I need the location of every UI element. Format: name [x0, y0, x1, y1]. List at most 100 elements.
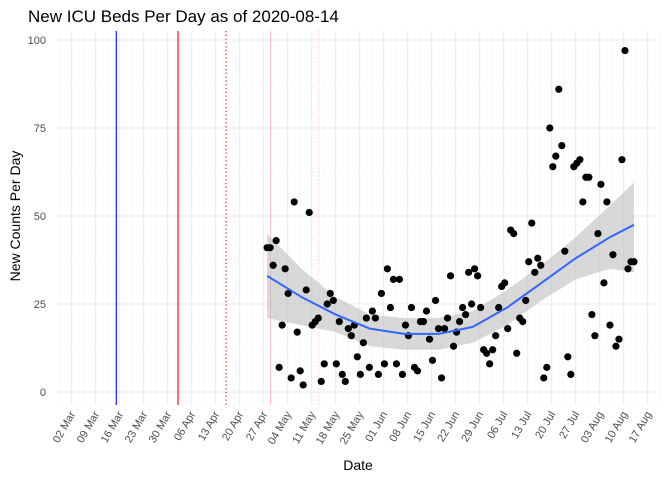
grid: [56, 31, 661, 405]
x-tick-label: 25 May: [338, 409, 367, 447]
x-tick-label: 06 Apr: [172, 409, 198, 443]
data-point: [534, 254, 542, 262]
data-point: [567, 370, 575, 378]
data-point: [419, 318, 428, 326]
y-axis-label: New Counts Per Day: [7, 151, 23, 282]
x-tick-label: 20 Jul: [533, 410, 558, 441]
data-point: [398, 370, 407, 378]
data-point: [630, 258, 638, 266]
data-point: [603, 198, 611, 206]
data-point: [278, 321, 286, 329]
x-tick-label: 01 Jun: [363, 410, 390, 445]
data-point: [522, 296, 530, 305]
data-point: [284, 289, 292, 298]
data-point: [558, 142, 566, 150]
data-point: [296, 367, 304, 375]
data-point: [326, 289, 334, 298]
x-tick-label: 20 Apr: [220, 409, 246, 443]
data-point: [428, 356, 437, 364]
data-point: [305, 208, 313, 217]
data-point: [471, 265, 479, 273]
x-tick-label: 29 Jun: [459, 410, 486, 445]
data-point: [561, 247, 569, 255]
data-point: [492, 332, 500, 340]
data-point: [612, 342, 620, 350]
data-point: [407, 303, 416, 312]
x-tick-label: 22 Jun: [435, 410, 462, 445]
data-point: [425, 335, 434, 343]
data-point: [386, 303, 395, 312]
data-point: [362, 314, 370, 322]
x-tick-label: 13 Apr: [196, 409, 222, 443]
data-point: [353, 353, 361, 361]
data-point: [543, 363, 551, 371]
data-point: [374, 370, 382, 378]
x-tick-label: 17 Aug: [627, 410, 655, 446]
data-point: [618, 156, 626, 164]
confidence-band-area: [267, 182, 634, 350]
data-point: [290, 198, 298, 206]
confidence-band: [267, 182, 634, 350]
data-point: [537, 261, 545, 269]
data-point: [431, 296, 440, 305]
x-tick-label: 08 Jun: [387, 410, 414, 445]
data-point: [287, 374, 295, 382]
data-point: [495, 303, 503, 312]
data-point: [275, 363, 283, 371]
data-point: [594, 230, 602, 238]
data-point: [600, 279, 608, 287]
data-point: [621, 46, 629, 55]
data-point: [443, 314, 452, 322]
data-point: [549, 163, 557, 171]
data-point: [464, 268, 473, 276]
chart-title: New ICU Beds Per Day as of 2020-08-14: [28, 7, 339, 26]
data-point: [513, 349, 521, 357]
data-point: [597, 180, 605, 188]
y-tick-label: 50: [34, 211, 46, 223]
data-point: [389, 275, 398, 283]
data-point: [552, 152, 560, 160]
data-point: [437, 374, 446, 382]
x-axis-label: Date: [343, 457, 373, 473]
y-tick-labels: 0 25 50 75 100: [28, 35, 46, 399]
data-point: [579, 198, 587, 206]
data-point: [540, 374, 548, 382]
data-point: [461, 310, 470, 319]
reference-lines: [115, 31, 320, 405]
data-point: [510, 230, 518, 238]
data-point: [591, 332, 599, 340]
data-points: [263, 46, 638, 389]
data-point: [546, 124, 554, 132]
data-point: [299, 381, 307, 389]
data-point: [606, 321, 614, 329]
data-point: [281, 265, 289, 273]
data-point: [528, 219, 536, 227]
data-point: [359, 339, 367, 347]
data-point: [455, 318, 464, 326]
data-point: [474, 272, 482, 280]
data-point: [504, 325, 512, 333]
data-point: [377, 289, 385, 298]
x-tick-label: 13 Jul: [509, 410, 534, 441]
data-point: [413, 367, 422, 375]
data-point: [371, 314, 379, 322]
data-point: [323, 300, 331, 308]
data-point: [501, 279, 509, 287]
data-point: [317, 377, 325, 386]
data-point: [525, 258, 533, 266]
data-point: [365, 363, 373, 371]
data-point: [449, 342, 458, 350]
x-tick-label: 06 Jul: [485, 410, 510, 441]
x-tick-label: 27 Jul: [557, 410, 582, 441]
data-point: [531, 268, 539, 276]
data-point: [380, 360, 389, 368]
data-point: [392, 360, 401, 368]
data-point: [519, 318, 527, 326]
loess-fit-line: [266, 223, 635, 335]
y-tick-label: 100: [28, 35, 46, 47]
data-point: [624, 265, 632, 273]
data-point: [338, 370, 346, 378]
data-point: [329, 296, 337, 305]
data-point: [555, 85, 563, 93]
